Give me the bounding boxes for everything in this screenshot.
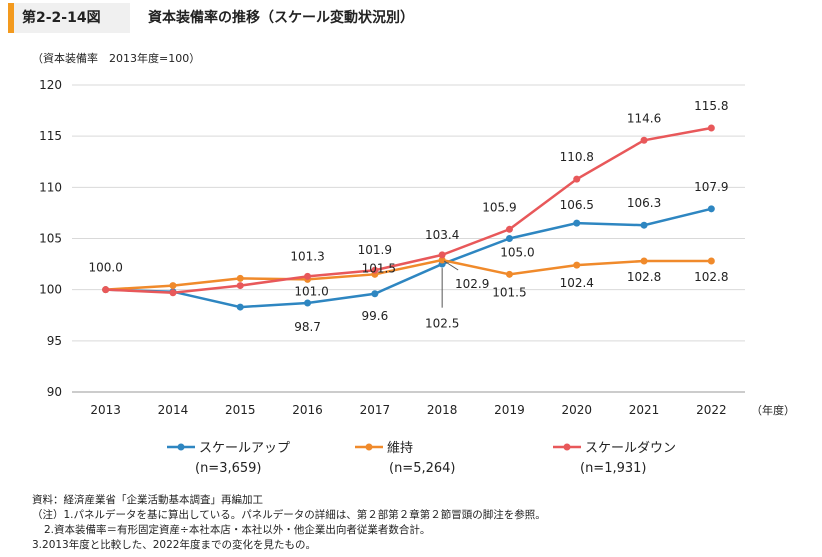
leader-line [443,260,459,271]
data-point-2 [304,272,312,280]
data-point-1 [236,274,244,282]
data-label: 101.3 [290,249,324,263]
x-tick-label: 2016 [292,403,323,417]
data-point-1 [707,257,715,265]
figure-title: 資本装備率の推移（スケール変動状況別） [148,10,414,26]
data-label: 98.7 [294,320,321,334]
y-tick-label: 95 [47,334,62,348]
note-source: 資料：経済産業省「企業活動基本調査」再編加工 [32,494,263,506]
data-point-0 [640,221,648,229]
data-label: 101.9 [358,243,392,257]
data-point-0 [371,290,379,298]
legend-swatch-marker [177,443,185,451]
note-1: （注）1.パネルデータを基に算出している。パネルデータの詳細は、第２部第２章第２… [32,509,546,521]
x-tick-label: 2013 [90,403,121,417]
x-tick-label: 2014 [158,403,189,417]
legend-swatch-marker [365,443,373,451]
data-label: 102.8 [694,270,728,284]
data-point-2 [169,289,177,297]
y-tick-label: 110 [39,180,62,194]
series-line-1 [105,258,712,291]
legend-label: スケールアップ [199,441,290,456]
data-point-1 [573,261,581,269]
data-point-2 [438,251,446,259]
data-point-2 [371,266,379,274]
y-tick-label: 100 [39,283,62,297]
data-label: 106.3 [627,196,661,210]
note-3: 3.2013年度と比較した、2022年度までの変化を見たもの。 [32,539,316,551]
x-tick-label: 2017 [360,403,391,417]
data-label: 102.8 [627,270,661,284]
y-axis-unit-note: （資本装備率 2013年度=100） [32,52,201,65]
x-tick-label: 2018 [427,403,458,417]
data-point-2 [707,124,715,132]
legend-label: 維持 [387,441,413,456]
data-label: 101.0 [294,284,328,298]
data-point-2 [640,136,648,144]
x-tick-label: 2019 [494,403,525,417]
data-label: 100.0 [88,261,122,275]
data-label: 107.9 [694,180,728,194]
figure-header: 第2-2-14図 資本装備率の推移（スケール変動状況別） [0,0,822,36]
data-label: 105.0 [500,246,534,260]
data-point-1 [438,256,446,264]
y-tick-label: 115 [39,129,62,143]
x-axis-unit-label: （年度） [751,403,795,417]
data-point-1 [640,257,648,265]
data-point-2 [102,286,110,294]
data-point-2 [573,175,581,183]
y-tick-label: 90 [47,385,62,399]
note-2: 2.資本装備率＝有形固定資産÷本社本店・本社以外・他企業出向者従業者数合計。 [44,524,431,536]
data-label: 102.5 [425,317,459,331]
legend-n-scaledown: (n=1,931) [580,461,647,476]
data-point-0 [304,299,312,307]
data-point-1 [169,282,177,290]
x-tick-label: 2022 [696,403,727,417]
data-label: 101.5 [362,261,396,275]
source-notes: 資料：経済産業省「企業活動基本調査」再編加工 （注）1.パネルデータを基に算出し… [32,493,546,553]
figure-label: 第2-2-14図 [8,3,130,33]
data-point-2 [236,282,244,290]
data-label: 105.9 [482,200,516,214]
data-point-0 [707,205,715,213]
series-line-0 [105,207,712,309]
legend-label: スケールダウン [585,441,676,456]
data-point-2 [505,225,513,233]
legend-n-maintain: (n=5,264) [389,461,456,476]
data-point-1 [505,270,513,278]
data-label: 99.6 [361,309,388,323]
legend-swatch-marker [563,443,571,451]
data-label: 106.5 [560,198,594,212]
x-tick-label: 2021 [629,403,660,417]
series-line-2 [105,126,712,294]
data-point-0 [573,219,581,227]
data-label: 102.4 [560,276,594,290]
data-point-0 [505,235,513,242]
y-tick-label: 105 [39,232,62,246]
data-point-0 [236,303,244,311]
data-label: 102.9 [455,277,489,291]
y-tick-label: 120 [39,78,62,92]
data-label: 114.6 [627,111,661,125]
data-label: 115.8 [694,99,728,113]
data-label: 103.4 [425,228,459,242]
data-label: 110.8 [560,150,594,164]
x-tick-label: 2020 [561,403,592,417]
legend-n-scaleup: (n=3,659) [195,461,262,476]
x-tick-label: 2015 [225,403,256,417]
data-label: 101.5 [492,285,526,299]
